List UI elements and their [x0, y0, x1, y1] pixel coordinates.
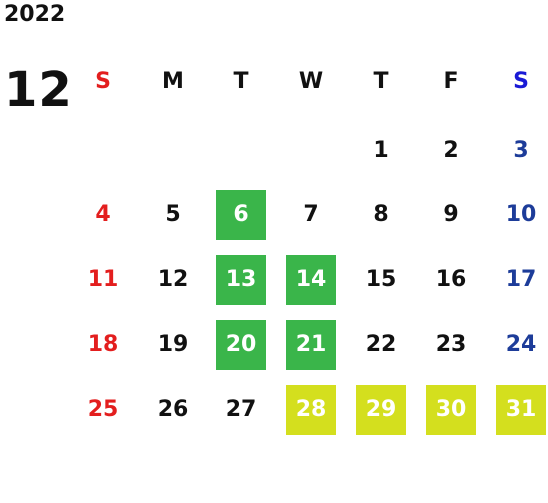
day-cell-21[interactable]: 21	[286, 320, 336, 370]
weekday-header-friday: F	[443, 69, 459, 94]
day-cell-4[interactable]: 4	[95, 202, 111, 227]
day-cell-11[interactable]: 11	[87, 267, 119, 292]
day-cell-5[interactable]: 5	[165, 202, 181, 227]
day-cell-22[interactable]: 22	[365, 332, 397, 357]
day-cell-9[interactable]: 9	[443, 202, 459, 227]
day-cell-1[interactable]: 1	[373, 138, 389, 163]
weekday-header-saturday: S	[513, 69, 529, 94]
weekday-header-monday: M	[162, 69, 184, 94]
day-cell-28[interactable]: 28	[286, 385, 336, 435]
day-cell-26[interactable]: 26	[157, 397, 189, 422]
day-cell-23[interactable]: 23	[435, 332, 467, 357]
day-cell-24[interactable]: 24	[505, 332, 537, 357]
day-cell-25[interactable]: 25	[87, 397, 119, 422]
day-cell-2[interactable]: 2	[443, 138, 459, 163]
weekday-header-thursday: T	[373, 69, 389, 94]
month-number: 12	[4, 62, 73, 118]
day-cell-29[interactable]: 29	[356, 385, 406, 435]
day-cell-8[interactable]: 8	[373, 202, 389, 227]
day-cell-16[interactable]: 16	[435, 267, 467, 292]
day-cell-17[interactable]: 17	[505, 267, 537, 292]
day-cell-7[interactable]: 7	[303, 202, 319, 227]
day-cell-27[interactable]: 27	[225, 397, 257, 422]
day-cell-13[interactable]: 13	[216, 255, 266, 305]
day-cell-19[interactable]: 19	[157, 332, 189, 357]
day-cell-20[interactable]: 20	[216, 320, 266, 370]
day-cell-14[interactable]: 14	[286, 255, 336, 305]
day-cell-10[interactable]: 10	[505, 202, 537, 227]
day-cell-3[interactable]: 3	[513, 138, 529, 163]
year-label: 2022	[4, 2, 66, 27]
day-cell-30[interactable]: 30	[426, 385, 476, 435]
day-cell-31[interactable]: 31	[496, 385, 546, 435]
day-cell-15[interactable]: 15	[365, 267, 397, 292]
day-cell-18[interactable]: 18	[87, 332, 119, 357]
weekday-header-wednesday: W	[298, 69, 324, 94]
weekday-header-sunday: S	[95, 69, 111, 94]
day-cell-12[interactable]: 12	[157, 267, 189, 292]
day-cell-6[interactable]: 6	[216, 190, 266, 240]
weekday-header-tuesday: T	[233, 69, 249, 94]
